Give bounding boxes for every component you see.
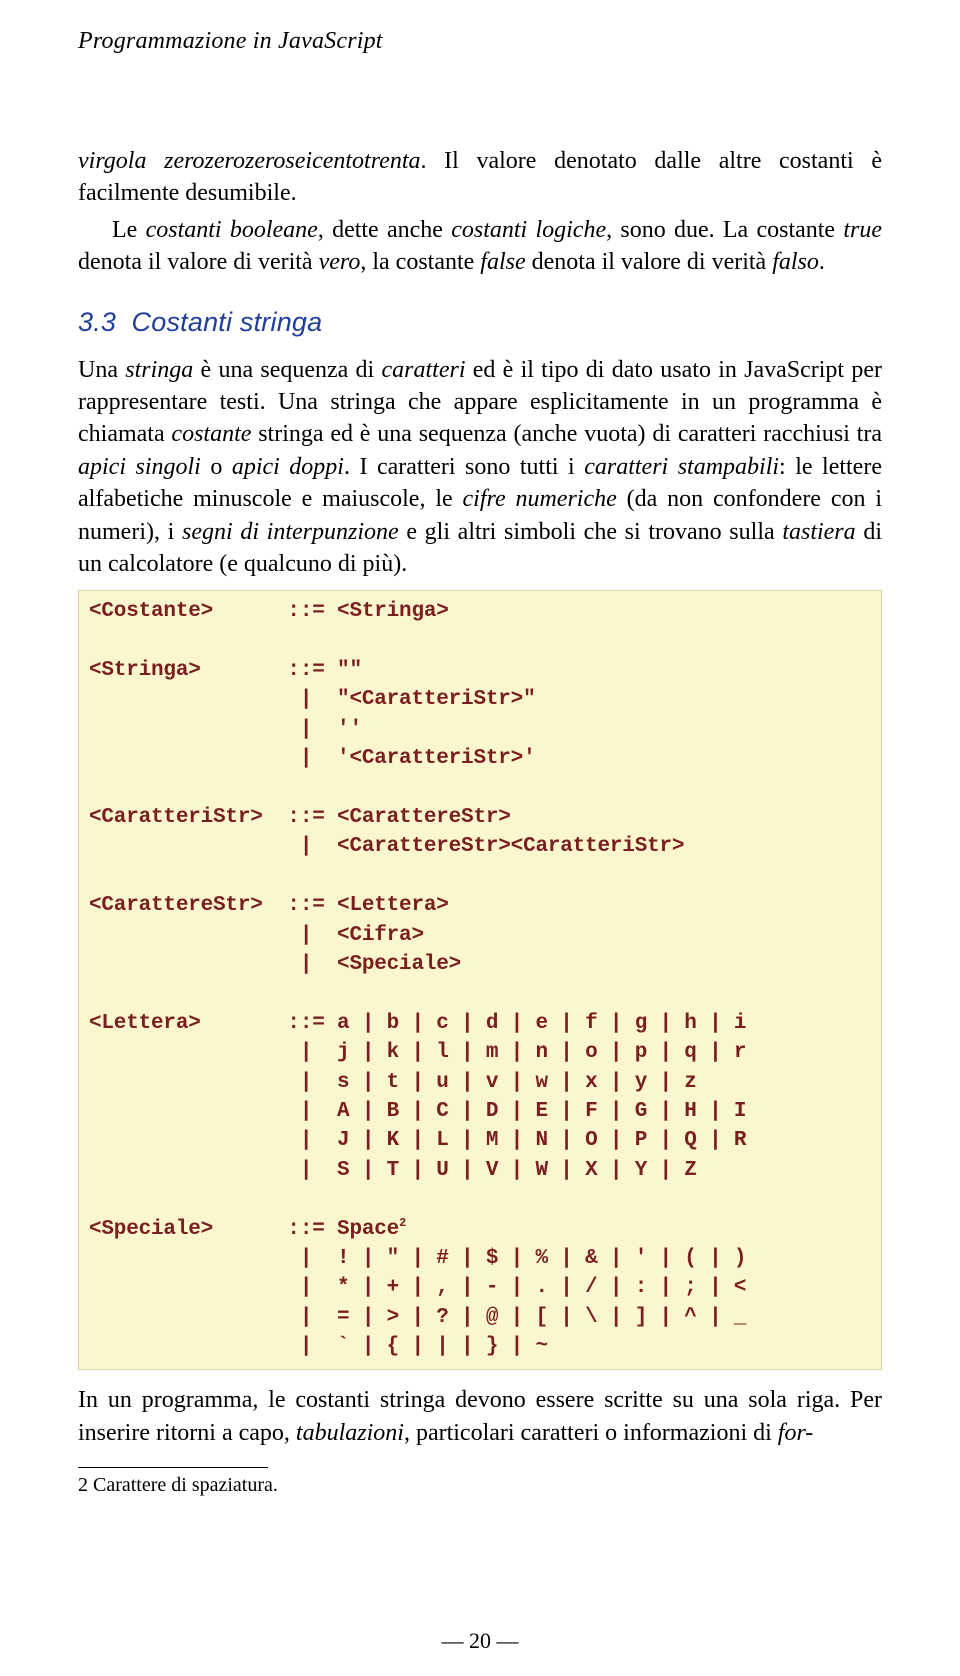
text: denota il valore di verità	[78, 249, 319, 275]
page-number: — 20 —	[0, 1628, 960, 1654]
italic-phrase: costanti booleane	[146, 217, 318, 243]
text: è una sequenza di	[193, 357, 381, 383]
text: . I caratteri sono tutti i	[344, 454, 584, 480]
italic-phrase: costante	[171, 421, 251, 447]
footnote-rule	[78, 1467, 268, 1468]
footnote: 2 Carattere di spaziatura.	[78, 1472, 882, 1498]
text: Le	[112, 217, 146, 243]
italic-phrase: cifre numeriche	[463, 486, 617, 512]
italic-phrase: apici doppi	[232, 454, 344, 480]
paragraph-4: In un programma, le costanti stringa dev…	[78, 1384, 882, 1449]
text: , dette anche	[318, 217, 451, 243]
text: denota il valore di verità	[526, 249, 773, 275]
section-title: Costanti stringa	[132, 307, 323, 337]
text: , particolari caratteri o informazioni d…	[404, 1420, 778, 1446]
section-number: 3.3	[78, 307, 116, 337]
text: , sono due. La costante	[606, 217, 843, 243]
text: stringa ed è una sequenza (anche vuota) …	[251, 421, 882, 447]
footnote-marker: 2	[399, 1216, 406, 1230]
italic-phrase: apici singoli	[78, 454, 201, 480]
grammar-code-block: <Costante> ::= <Stringa> <Stringa> ::= "…	[78, 590, 882, 1370]
italic-phrase: caratteri stampabili	[584, 454, 779, 480]
text: Una	[78, 357, 125, 383]
paragraph-2: Le costanti booleane, dette anche costan…	[78, 214, 882, 279]
page: Programmazione in JavaScript virgola zer…	[0, 0, 960, 1676]
grammar-speciale-post: | ! | " | # | $ | % | & | ' | ( | ) | * …	[89, 1247, 746, 1358]
grammar-speciale-pre: <Speciale> ::= Space	[89, 1218, 399, 1241]
italic-phrase: tabulazioni	[296, 1420, 404, 1446]
italic-phrase: false	[480, 249, 525, 275]
paragraph-3: Una stringa è una sequenza di caratteri …	[78, 354, 882, 581]
italic-phrase: true	[843, 217, 882, 243]
paragraph-1: virgola zerozerozeroseicentotrenta. Il v…	[78, 145, 882, 210]
italic-phrase: vero	[319, 249, 361, 275]
italic-phrase: stringa	[125, 357, 193, 383]
italic-phrase: costanti logiche	[451, 217, 606, 243]
italic-phrase: for-	[778, 1420, 814, 1446]
italic-phrase: virgola zerozerozeroseicentotrenta	[78, 148, 421, 174]
grammar-body: <Costante> ::= <Stringa> <Stringa> ::= "…	[89, 600, 746, 1181]
text: o	[201, 454, 232, 480]
text: .	[819, 249, 825, 275]
italic-phrase: segni di interpunzione	[182, 519, 399, 545]
italic-phrase: falso	[772, 249, 819, 275]
running-head: Programmazione in JavaScript	[78, 28, 882, 55]
section-heading: 3.3 Costanti stringa	[78, 307, 882, 338]
text: , la costante	[360, 249, 480, 275]
text: e gli altri simboli che si trovano sulla	[399, 519, 783, 545]
italic-phrase: tastiera	[782, 519, 855, 545]
italic-phrase: caratteri	[382, 357, 466, 383]
